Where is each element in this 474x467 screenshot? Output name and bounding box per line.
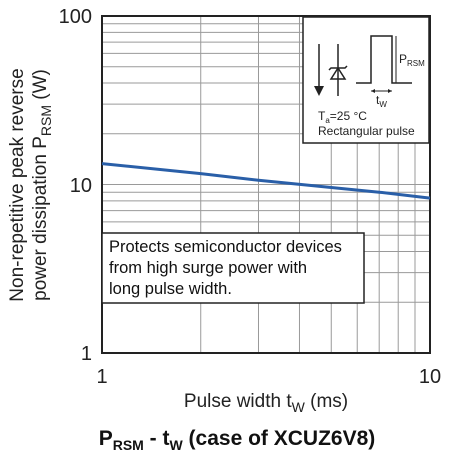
chart: 1 10 1 10 100 Pulse width tW (ms) Non-re… [7,6,441,415]
tw-label: tW [376,93,387,109]
x-tick-label: 10 [419,366,441,388]
series-line [101,162,431,200]
pulse-type-label: Rectangular pulse [318,124,415,138]
y-tick-labels: 1 10 100 [59,6,92,365]
x-axis-title: Pulse width tW (ms) [184,391,348,415]
y-tick-label: 100 [59,6,92,28]
annotation-line: long pulse width. [109,280,232,298]
y-axis-title-line2: power dissipation PRSM (W) [30,69,54,301]
inset-box [302,16,430,144]
pulse-waveform [356,35,412,84]
y-axis-title: Non-repetitive peak reverse power dissip… [7,68,54,301]
y-axis-title-line1: Non-repetitive peak reverse [7,68,28,301]
zener-diode-symbol [329,66,347,80]
figure-caption: PRSM - tW (case of XCUZ6V8) [98,427,376,454]
current-arrowhead [314,86,324,96]
zener-bar [328,65,348,71]
annotation-box: Protects semiconductor devices from high… [101,232,365,304]
prsm-label: PRSM [399,52,425,68]
tw-arrow-right [388,89,392,93]
test-condition-inset: PRSM tW Ta=25 °C Rectangular pulse [302,16,430,144]
annotation-line: Protects semiconductor devices [109,238,342,256]
x-tick-labels: 1 10 [96,366,441,388]
y-tick-label: 10 [70,175,92,197]
annotation-line: from high surge power with [109,259,307,277]
tw-arrow-left [371,89,375,93]
ta-label: Ta=25 °C [318,109,367,125]
x-tick-label: 1 [96,366,107,388]
y-tick-label: 1 [81,343,92,365]
annotation-frame [101,232,365,304]
plot-area-frame [101,15,431,354]
